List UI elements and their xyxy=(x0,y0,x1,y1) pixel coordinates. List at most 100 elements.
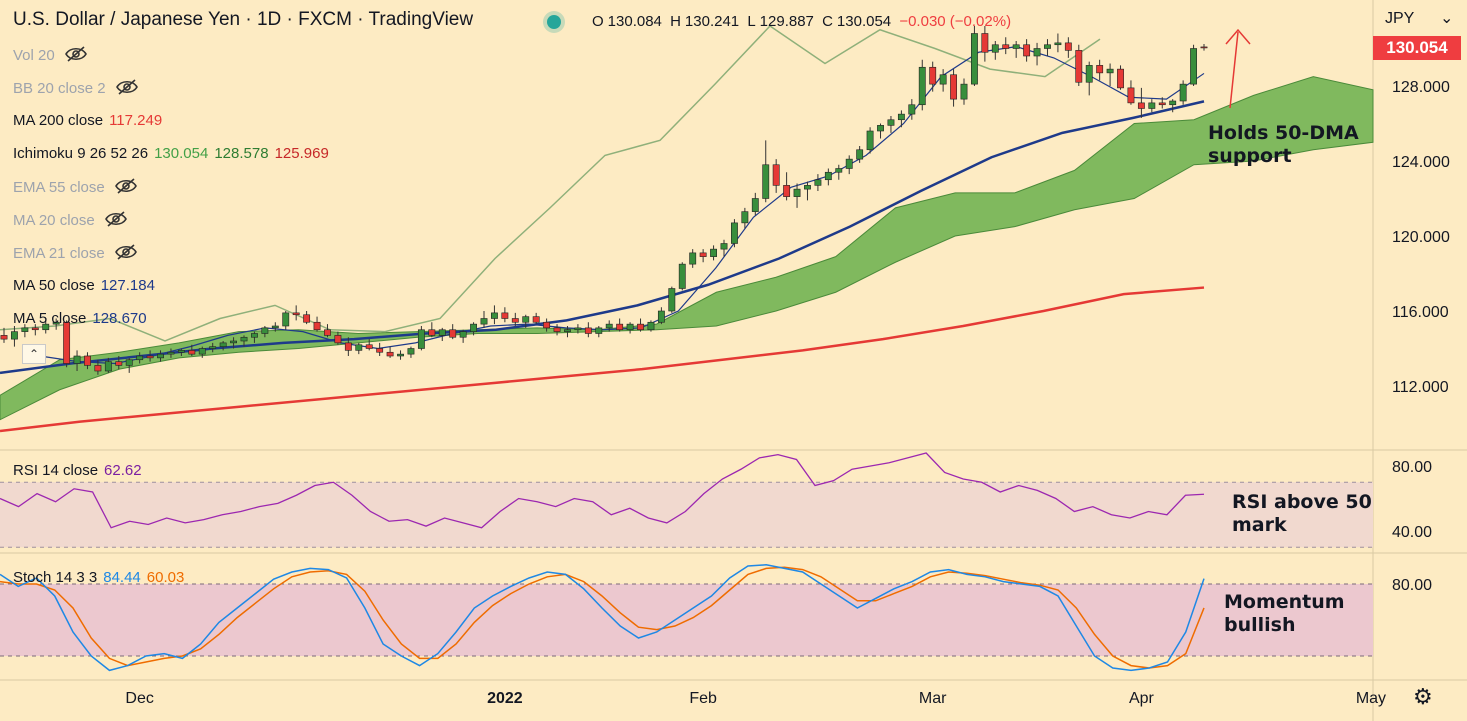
indicator-legend[interactable]: EMA 55 close xyxy=(13,178,137,198)
eye-hidden-icon[interactable] xyxy=(104,211,127,231)
indicator-legend[interactable]: EMA 21 close xyxy=(13,244,137,264)
candle-body xyxy=(501,312,509,319)
candle xyxy=(94,359,102,375)
eye-hidden-icon[interactable] xyxy=(114,178,137,198)
candle-body xyxy=(1127,87,1135,104)
currency-label[interactable]: JPY xyxy=(1385,10,1415,27)
indicator-label: MA 200 close xyxy=(13,112,104,129)
candle xyxy=(261,326,269,338)
candle-body xyxy=(428,329,436,336)
indicator-legend[interactable]: Vol 20 xyxy=(13,46,87,66)
price-tick-label: 116.000 xyxy=(1392,304,1449,321)
candle xyxy=(1054,33,1062,53)
candle-body xyxy=(1137,102,1145,109)
candle-body xyxy=(136,355,144,361)
candle xyxy=(657,307,665,325)
candle xyxy=(1002,37,1010,55)
candle xyxy=(219,341,227,351)
indicator-legend[interactable]: MA 200 close 117.249 xyxy=(13,112,162,129)
high-label: H xyxy=(670,13,681,30)
indicator-value: 125.969 xyxy=(274,145,329,162)
stoch-legend[interactable]: Stoch 14 3 3 84.44 60.03 xyxy=(13,569,184,586)
price-tick-label: 128.000 xyxy=(1392,79,1450,96)
indicator-value: 117.249 xyxy=(109,112,163,129)
candle xyxy=(136,352,144,364)
candle xyxy=(814,174,822,191)
candle xyxy=(417,326,425,351)
candle-body xyxy=(146,355,154,359)
candle-body xyxy=(94,365,102,372)
candle-body xyxy=(491,312,498,319)
candle-body xyxy=(710,248,717,257)
candle xyxy=(397,350,404,360)
candle-body xyxy=(918,66,926,106)
candle-body xyxy=(647,321,655,331)
candle xyxy=(386,346,394,358)
candle xyxy=(616,318,624,332)
time-tick-label: Apr xyxy=(1129,690,1155,707)
chevron-down-icon[interactable]: ⌄ xyxy=(1440,10,1454,27)
rsi-band xyxy=(0,482,1373,548)
candle-body xyxy=(981,33,989,53)
candle-body xyxy=(1023,44,1031,57)
candle xyxy=(678,262,686,291)
candle xyxy=(376,342,384,356)
candle-body xyxy=(553,327,561,332)
candle-body xyxy=(699,252,707,257)
candle xyxy=(584,322,592,338)
rsi-label: RSI 14 close xyxy=(13,462,99,479)
annotation-arrow xyxy=(1229,31,1239,109)
rsi-tick-label: 80.00 xyxy=(1392,459,1432,476)
gear-icon[interactable]: ⚙ xyxy=(1413,684,1433,709)
indicator-value: 127.184 xyxy=(100,277,155,294)
time-tick-label: Dec xyxy=(125,690,153,707)
eye-hidden-icon[interactable] xyxy=(64,46,87,66)
candle-body xyxy=(177,350,185,353)
candle-body xyxy=(1054,42,1062,46)
candle-body xyxy=(470,323,477,332)
candle xyxy=(574,324,582,334)
candle-body xyxy=(1033,48,1041,57)
candle xyxy=(355,342,363,355)
candle xyxy=(866,127,874,154)
candle xyxy=(793,183,801,208)
indicator-legend[interactable]: MA 20 close xyxy=(13,211,127,231)
candle xyxy=(511,312,519,326)
eye-hidden-icon[interactable] xyxy=(114,244,137,264)
rsi-legend[interactable]: RSI 14 close 62.62 xyxy=(13,462,142,479)
stoch-tick-label: 80.00 xyxy=(1392,577,1432,594)
candle-body xyxy=(459,331,467,338)
candle-body xyxy=(532,316,540,323)
indicator-legend[interactable]: Ichimoku 9 26 52 26 130.054 128.578 125.969 xyxy=(13,145,329,162)
candle-body xyxy=(0,335,8,340)
candle xyxy=(303,311,311,325)
indicator-legend[interactable]: BB 20 close 2 xyxy=(13,79,138,99)
candle xyxy=(950,69,957,107)
high-value: 130.241 xyxy=(684,13,740,30)
indicator-value: 130.054 xyxy=(154,145,209,162)
candle-body xyxy=(668,288,676,312)
candle-body xyxy=(292,312,300,316)
stoch-label: Stoch 14 3 3 xyxy=(13,569,98,586)
candle xyxy=(449,324,457,340)
candle xyxy=(543,318,551,332)
candle xyxy=(1117,65,1124,90)
candle xyxy=(564,326,571,338)
eye-hidden-icon[interactable] xyxy=(115,79,138,99)
candle xyxy=(251,331,258,343)
indicator-legend[interactable]: MA 50 close 127.184 xyxy=(13,277,155,294)
candle xyxy=(845,155,853,175)
collapse-legend-button[interactable]: ⌃ xyxy=(22,344,46,364)
candle-body xyxy=(804,185,811,190)
candle xyxy=(887,116,895,133)
candle xyxy=(856,146,864,163)
time-tick-label: Mar xyxy=(919,690,947,707)
candle xyxy=(647,320,655,332)
candle xyxy=(699,249,707,263)
candle xyxy=(167,348,175,358)
indicator-legend[interactable]: MA 5 close 128.670 xyxy=(13,310,147,327)
candle-body xyxy=(271,325,279,329)
candle-body xyxy=(480,318,488,325)
candle xyxy=(720,239,728,257)
